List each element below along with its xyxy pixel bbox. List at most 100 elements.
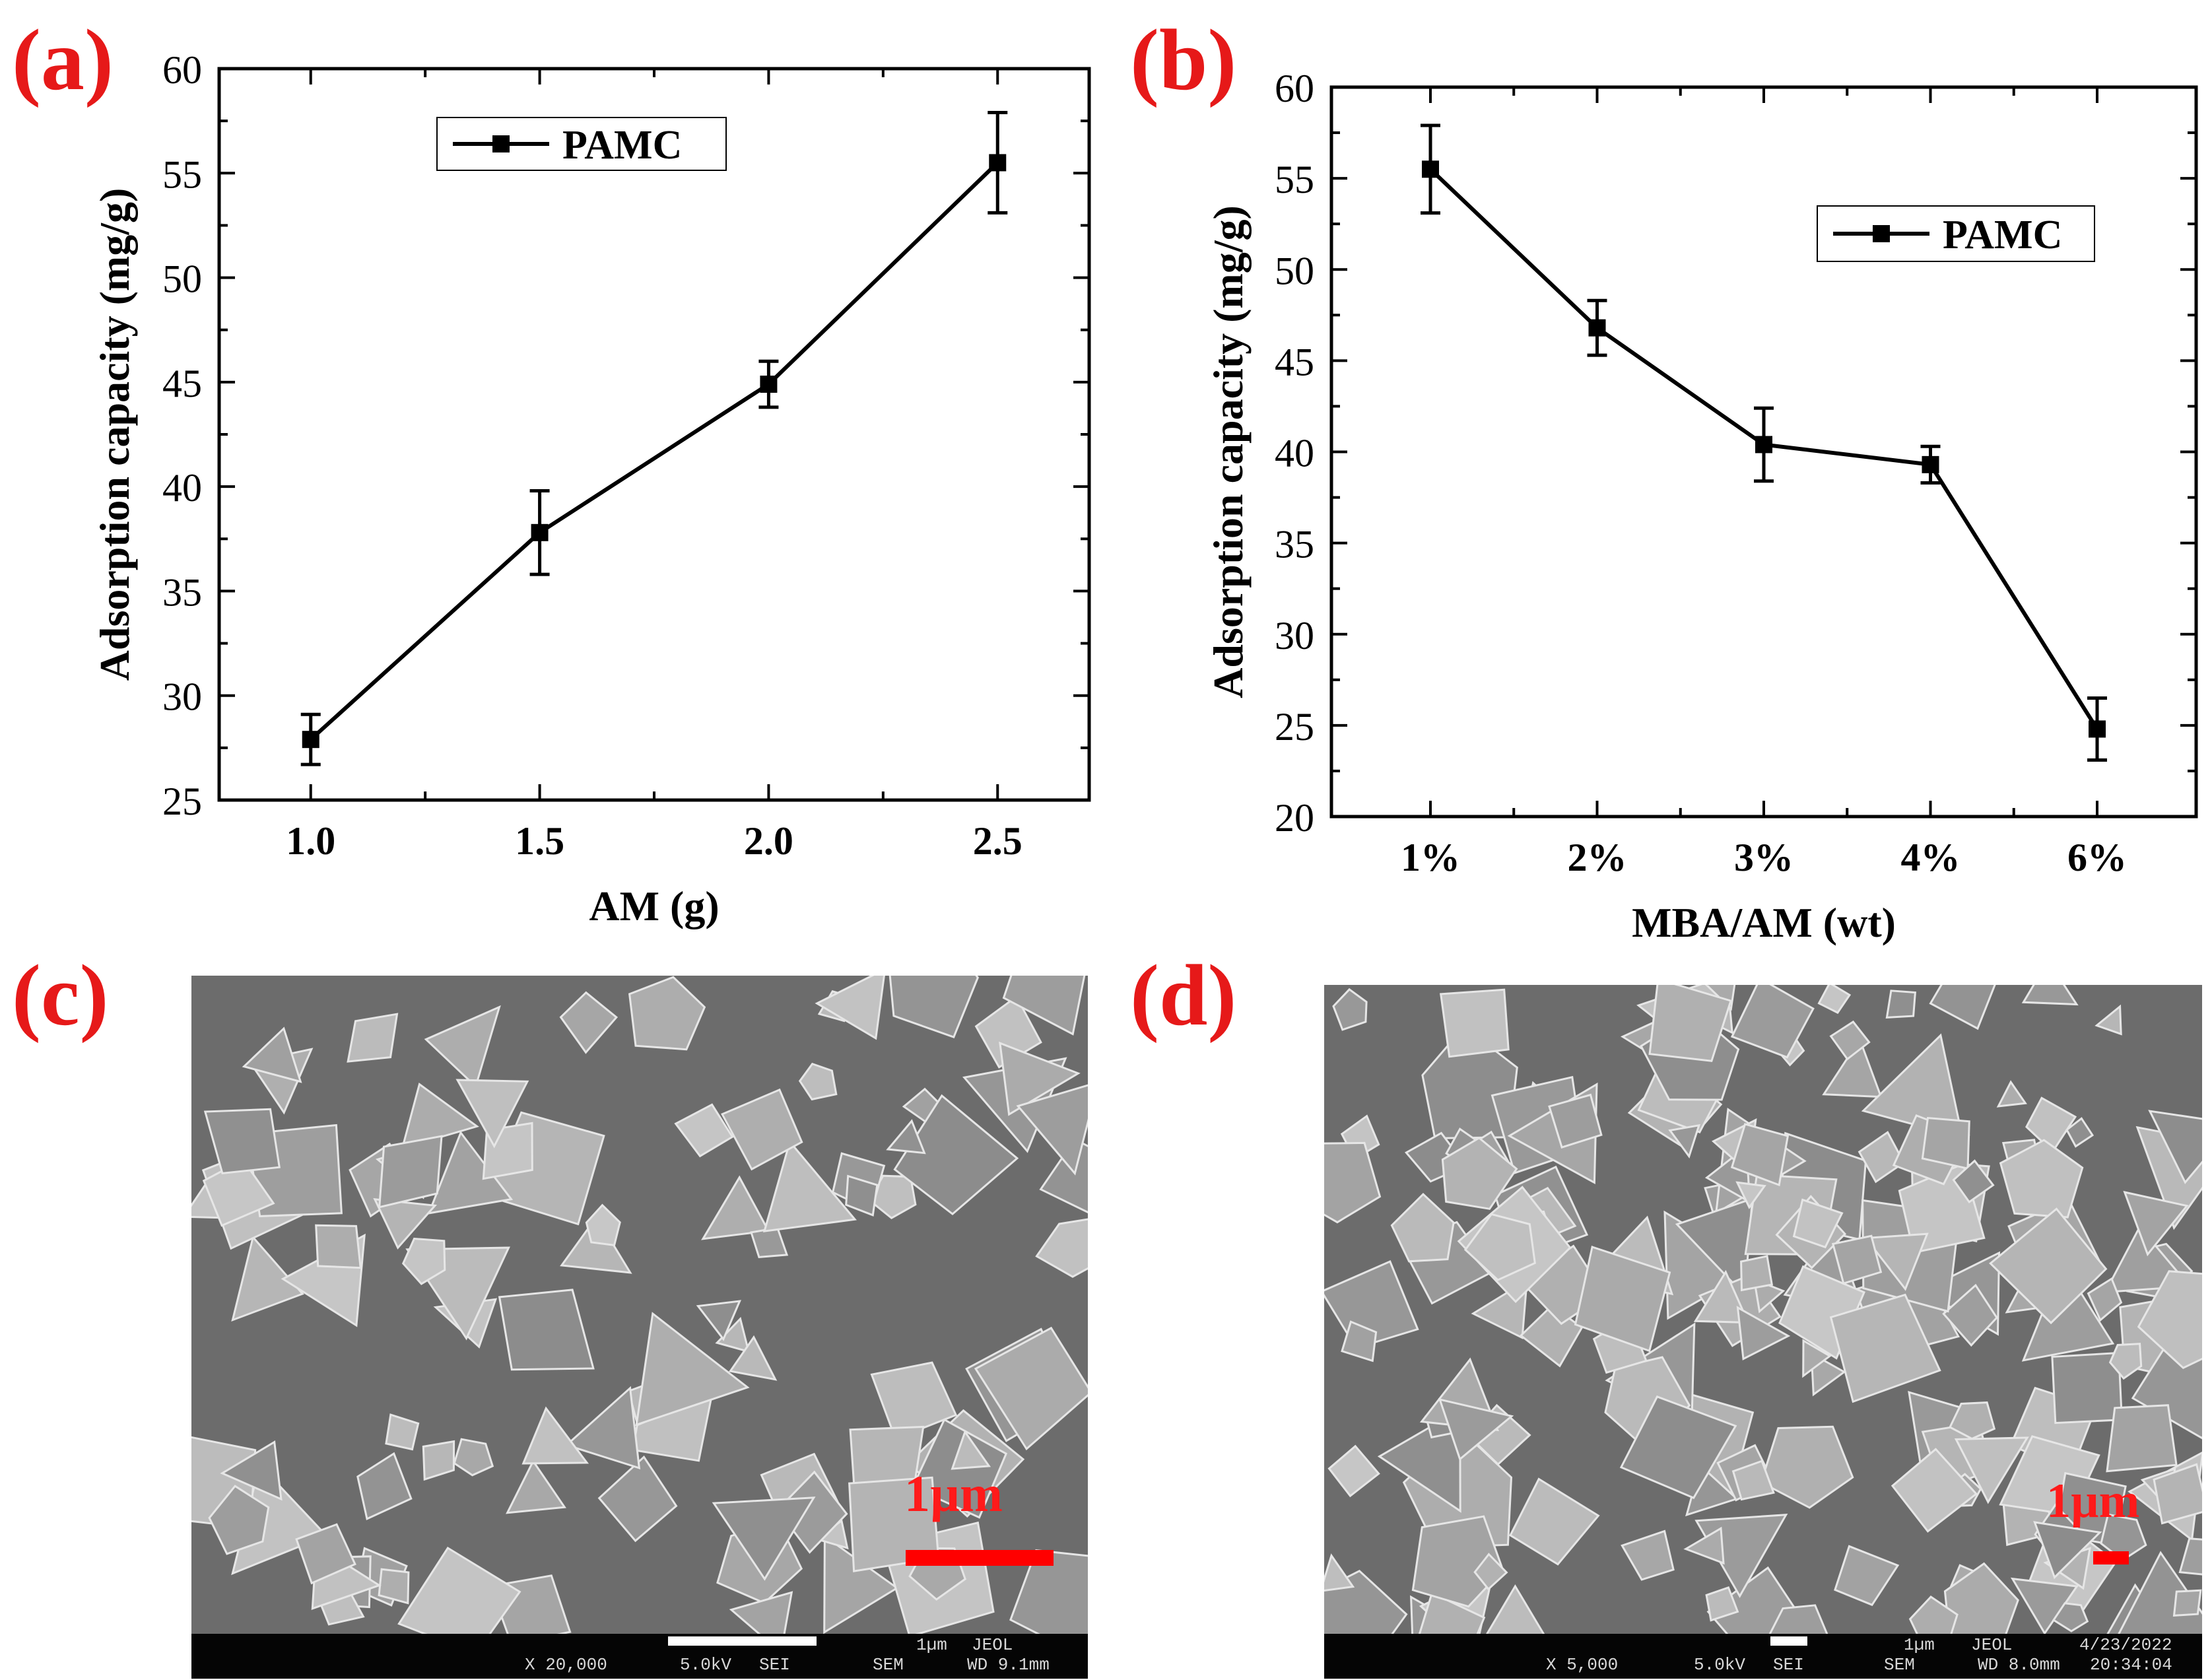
sem-crystal [1441, 1136, 1518, 1210]
sem-crystal [1324, 1553, 1355, 1592]
sem-crystal [1619, 1395, 1737, 1499]
sem-crystal [1002, 976, 1086, 1036]
sem-crystal [585, 1203, 621, 1247]
sem-crystal [315, 1224, 362, 1269]
sem-wd-c: WD 9.1mm [967, 1655, 1050, 1675]
sem-crystal [1952, 1159, 1995, 1203]
chart-a-ytick-label: 60 [162, 48, 202, 92]
sem-crystal [1341, 1320, 1378, 1362]
sem-crystal [1439, 988, 1510, 1058]
sem-crystal [347, 1013, 399, 1063]
sem-crystal [712, 1496, 816, 1581]
sem-info-scale-d: 1µm [1904, 1635, 1935, 1655]
sem-crystal [1989, 1207, 2108, 1325]
sem-crystal [1731, 1460, 1775, 1501]
sem-crystal [729, 1591, 793, 1634]
chart-a-data-point [302, 731, 319, 749]
chart-a-plot-frame [217, 67, 1091, 802]
sem-crystal [888, 976, 979, 1038]
sem-brand-c: JEOL [972, 1635, 1013, 1655]
chart-a-data-point [989, 154, 1007, 172]
sem-image-c: 1µm X 20,000 5.0kV SEI 1µm JEOL SEM WD 9… [191, 976, 1088, 1679]
sem-crystal [1648, 985, 1732, 1062]
sem-crystals-c [191, 976, 1088, 1634]
sem-crystal [2137, 1270, 2202, 1369]
sem-crystal [1730, 985, 1815, 1059]
chart-a-ytick-label: 30 [162, 675, 202, 719]
sem-crystal [422, 1440, 455, 1481]
sem-crystal [356, 1452, 413, 1521]
chart-a-data-point [760, 376, 778, 393]
sem-mode-d: SEM [1884, 1655, 1915, 1675]
sem-crystal [1929, 985, 1996, 1030]
panel-label-b: (b) [1130, 11, 1237, 108]
sem-crystal [2123, 1190, 2189, 1257]
chart-a-ytick-label: 55 [162, 152, 202, 196]
chart-a-data-point [531, 523, 549, 541]
sem-crystal [1411, 1515, 1504, 1608]
sem-crystal [1418, 1592, 1486, 1634]
sem-crystal [385, 1413, 420, 1451]
sem-crystal [2065, 1117, 2095, 1148]
sem-crystal [1858, 1131, 1906, 1184]
sem-crystal [1943, 1562, 2019, 1634]
sem-crystal [455, 1079, 529, 1149]
sem-crystals-d [1324, 985, 2202, 1634]
sem-crystal [1693, 1269, 1750, 1324]
chart-a-xtick-label: 1.5 [515, 819, 564, 863]
sem-crystal [559, 991, 619, 1054]
sem-crystal [1438, 1398, 1514, 1461]
chart-a-ytick-label: 35 [162, 570, 202, 614]
sem-crystal [208, 1485, 270, 1555]
sem-crystal [1705, 1586, 1739, 1622]
chart-b-data-point [1422, 160, 1439, 178]
chart-b-data-point [1588, 319, 1606, 337]
chart-b-xtick-label: 1% [1401, 836, 1460, 879]
sem-crystal [762, 1139, 857, 1232]
chart-b-ytick-label: 30 [1275, 614, 1314, 657]
sem-crystal [635, 1312, 750, 1427]
sem-crystal [242, 1026, 302, 1083]
sem-mag-d: X 5,000 [1546, 1655, 1619, 1675]
chart-b-ytick-label: 60 [1275, 67, 1314, 110]
sem-crystal [1822, 1037, 1883, 1098]
sem-crystal [564, 1386, 641, 1470]
sem-crystal [1954, 1436, 2029, 1504]
sem-crystal [1921, 1116, 1970, 1170]
sem-crystal [2148, 1110, 2202, 1184]
chart-b-x-axis-label: MBA/AM (wt) [1632, 899, 1896, 946]
chart-b-y-axis-label: Adsorption capacity (mg/g) [1205, 205, 1252, 698]
sem-crystal [951, 1429, 991, 1470]
sem-crystal [1621, 1529, 1675, 1581]
sem-crystal [715, 1316, 751, 1353]
sem-crystal [1996, 1080, 2027, 1108]
sem-crystal [674, 1103, 734, 1158]
sem-crystal [1908, 1596, 1959, 1634]
chart-a-legend-label: PAMC [562, 123, 682, 168]
sem-crystal [1863, 1232, 1929, 1291]
chart-b-ytick-label: 25 [1275, 705, 1314, 749]
sem-crystal [974, 1326, 1088, 1451]
sem-crystal [845, 1174, 879, 1217]
sem-mode-c: SEM [873, 1655, 904, 1675]
sem-crystal [1509, 1477, 1600, 1566]
sem-crystal [597, 1455, 678, 1543]
sem-crystal [231, 1235, 304, 1322]
chart-a-xtick-label: 2.5 [973, 819, 1022, 863]
sem-crystal [521, 1406, 589, 1465]
sem-crystal [1035, 1218, 1088, 1278]
chart-b-ytick-label: 55 [1275, 158, 1314, 201]
chart-a-x-axis-label: AM (g) [589, 883, 719, 929]
chart-a-ytick-label: 25 [162, 780, 202, 823]
sem-crystal [378, 1135, 443, 1209]
sem-crystal [728, 1335, 778, 1381]
sem-crystal [220, 1440, 283, 1501]
sem-crystal [696, 1300, 742, 1341]
chart-a-ytick-label: 45 [162, 362, 202, 405]
chart-b-data-point [1922, 455, 1939, 473]
sem-scale-bar-c [906, 1550, 1054, 1566]
sem-info-scalebar-c [668, 1636, 817, 1646]
sem-crystal [2021, 985, 2079, 1006]
chart-a-y-axis-label: Adsorption capacity (mg/g) [91, 188, 138, 681]
sem-crystal [886, 1119, 926, 1155]
